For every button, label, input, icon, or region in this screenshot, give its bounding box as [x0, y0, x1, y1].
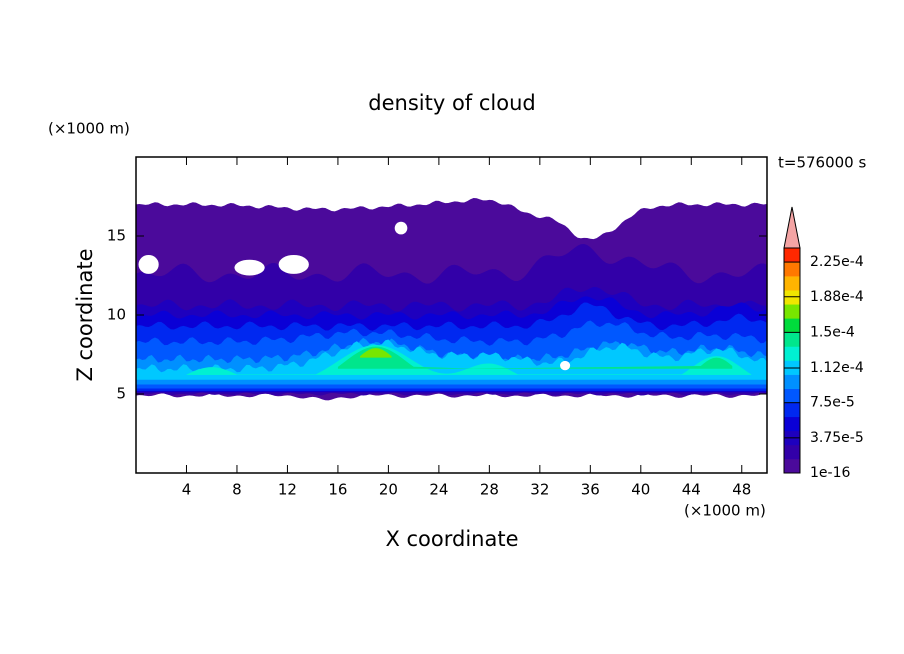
- contour-fill: [360, 348, 392, 358]
- colorbar-band: [784, 248, 800, 263]
- x-tick-label: 48: [732, 481, 751, 499]
- colorbar-tick-label: 1.5e-4: [810, 324, 855, 340]
- contour-gap: [278, 254, 309, 274]
- contour-field: [136, 197, 767, 401]
- colorbar-extend: [783, 206, 801, 249]
- colorbar-band: [784, 276, 800, 291]
- x-tick-label: 20: [379, 481, 398, 499]
- x-tick-label: 12: [278, 481, 297, 499]
- colorbar-band: [784, 332, 800, 347]
- x-tick-label: 32: [530, 481, 549, 499]
- y-tick-label: 5: [116, 385, 126, 403]
- colorbar-band: [784, 444, 800, 460]
- colorbar-tick-label: 1.12e-4: [810, 360, 864, 376]
- contour-fill: [186, 345, 752, 376]
- colorbar-band: [784, 290, 800, 305]
- x-tick-label: 44: [682, 481, 701, 499]
- colorbar-band: [784, 416, 800, 432]
- colorbar-band: [784, 388, 800, 403]
- x-tick-label: 28: [480, 481, 499, 499]
- x-tick-label: 16: [328, 481, 347, 499]
- time-label: t=576000 s: [778, 154, 866, 172]
- x-tick-label: 40: [631, 481, 650, 499]
- contour-gap: [394, 221, 408, 235]
- colorbar-band: [784, 374, 800, 389]
- y-unit: (×1000 m): [48, 120, 130, 138]
- colorbar-tick-label: 1e-16: [810, 465, 850, 481]
- x-unit: (×1000 m): [684, 502, 766, 520]
- colorbar-band: [784, 458, 800, 474]
- x-tick-label: 4: [182, 481, 192, 499]
- colorbar-band: [784, 262, 800, 277]
- colorbar-band: [784, 304, 800, 319]
- x-tick-label: 36: [581, 481, 600, 499]
- contour-gap: [234, 259, 265, 276]
- y-axis-label: Z coordinate: [73, 248, 97, 381]
- y-tick-label: 10: [107, 306, 126, 324]
- colorbar-band: [784, 318, 800, 333]
- contour-gap: [560, 360, 571, 371]
- chart-title: density of cloud: [368, 91, 535, 115]
- colorbar-tick-label: 1.88e-4: [810, 289, 864, 305]
- x-tick-label: 8: [232, 481, 242, 499]
- colorbar-tick-label: 2.25e-4: [810, 254, 864, 270]
- colorbar-tick-label: 7.5e-5: [810, 395, 855, 411]
- x-tick-label: 24: [429, 481, 448, 499]
- contour-gap: [138, 254, 159, 274]
- colorbar-band: [784, 346, 800, 361]
- colorbar-band: [784, 402, 800, 418]
- contour-fill: [136, 339, 767, 380]
- x-axis-label: X coordinate: [385, 527, 518, 551]
- colorbar-tick-label: 3.75e-5: [810, 430, 864, 446]
- y-tick-label: 15: [107, 227, 126, 245]
